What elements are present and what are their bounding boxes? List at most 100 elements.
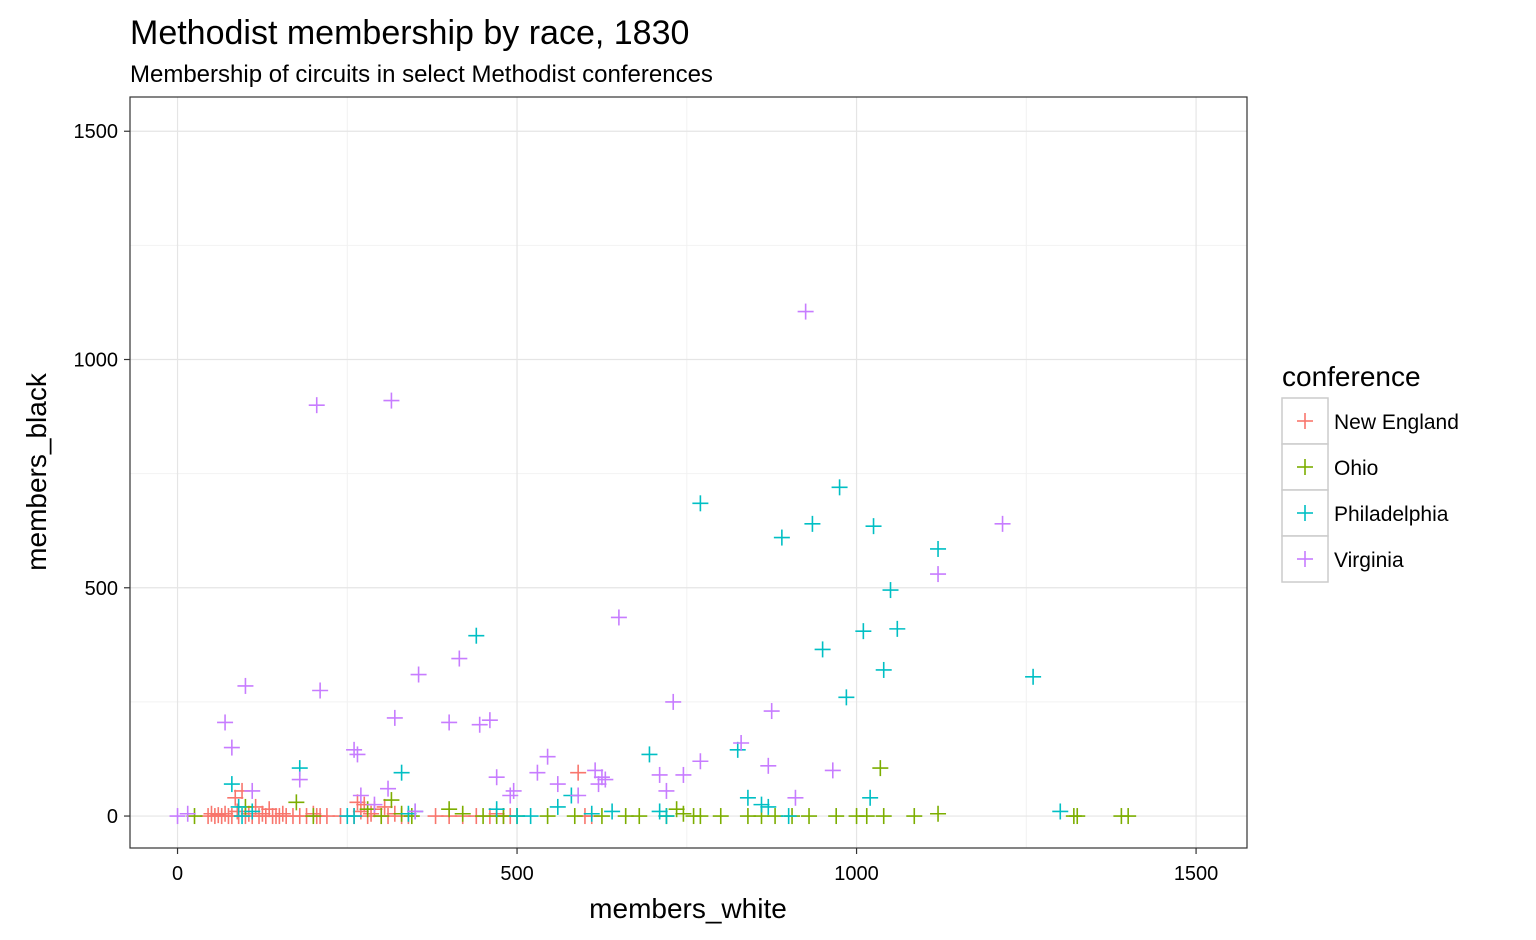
x-tick-label: 500 [500,863,533,885]
legend-item-new-england: New England [1281,397,1459,445]
point-philadelphia [604,803,621,820]
point-ohio [767,808,784,825]
point-virginia [380,780,397,797]
point-virginia [352,787,369,804]
point-new-england [349,794,366,811]
point-new-england [240,805,257,822]
point-virginia [570,787,587,804]
point-virginia [169,808,186,825]
point-virginia [349,746,366,763]
point-virginia [308,397,325,414]
point-virginia [407,803,424,820]
point-philadelphia [760,798,777,815]
point-philadelphia [244,803,261,820]
legend-item-ohio: Ohio [1281,443,1378,491]
x-tick-label: 1000 [834,863,879,885]
panel-background [130,97,1247,848]
point-philadelphia [855,623,872,640]
point-ohio [906,808,923,825]
point-philadelphia [814,641,831,658]
y-tick-label: 1000 [74,350,119,372]
point-virginia [824,762,841,779]
panel-border [129,96,1248,849]
point-virginia [366,796,383,813]
y-axis-ticks: 0 500 1000 1500 [74,121,130,828]
point-ohio [739,808,756,825]
point-new-england [274,805,291,822]
point-virginia [597,771,614,788]
point-ohio [1069,808,1086,825]
point-virginia [223,739,240,756]
legend-label: Virginia [1334,549,1404,572]
point-ohio [1120,808,1137,825]
point-ohio [675,805,692,822]
point-new-england [217,805,234,822]
point-philadelphia [875,661,892,678]
point-new-england [376,798,393,815]
legend-label: New England [1334,411,1459,434]
point-ohio [617,808,634,825]
point-philadelphia [773,529,790,546]
point-virginia [763,703,780,720]
chart-subtitle: Membership of circuits in select Methodi… [130,61,713,88]
point-philadelphia [522,808,539,825]
point-virginia [217,714,234,731]
point-new-england [427,808,444,825]
point-philadelphia [729,741,746,758]
point-ohio [566,808,583,825]
point-ohio [801,808,818,825]
point-ohio [305,808,322,825]
point-philadelphia [400,805,417,822]
point-virginia [797,303,814,320]
y-tick-label: 500 [85,578,118,600]
point-new-england [203,805,220,822]
plot-panel [129,96,1248,849]
x-tick-label: 0 [172,863,183,885]
point-philadelphia [583,805,600,822]
point-virginia [733,734,750,751]
data-points [169,303,1137,825]
point-philadelphia [549,798,566,815]
point-virginia [539,748,556,765]
y-tick-label: 1500 [74,121,119,143]
point-philadelphia [831,479,848,496]
x-axis-ticks: 0 500 1000 1500 [172,848,1218,885]
point-ohio [930,805,947,822]
point-philadelphia [230,798,247,815]
point-philadelphia [692,495,709,512]
point-virginia [651,766,668,783]
point-ohio [593,808,610,825]
legend-label: Philadelphia [1334,503,1449,526]
point-philadelphia [234,808,251,825]
point-ohio [828,808,845,825]
point-virginia [549,776,566,793]
point-ohio [631,808,648,825]
point-ohio [475,808,492,825]
point-philadelphia [509,808,526,825]
point-virginia [312,682,329,699]
point-philadelphia [889,620,906,637]
point-new-england [261,801,278,818]
point-virginia [593,769,610,786]
point-virginia [930,566,947,583]
point-philadelphia [882,582,899,599]
y-tick-label: 0 [107,806,118,828]
point-philadelphia [641,746,658,763]
point-philadelphia [468,627,485,644]
legend-items: New England Ohio Philadelphia Virginia [1281,397,1459,583]
point-virginia [481,712,498,729]
point-virginia [994,515,1011,532]
point-philadelphia [930,540,947,557]
point-new-england [318,808,335,825]
point-philadelphia [346,808,363,825]
point-ohio [495,808,512,825]
point-virginia [529,764,546,781]
point-ohio [692,808,709,825]
point-philadelphia [223,776,240,793]
y-axis-title: members_black [21,372,52,571]
legend-title: conference [1282,361,1421,392]
point-philadelphia [865,518,882,535]
point-ohio [186,808,203,825]
point-virginia [471,716,488,733]
point-ohio [288,794,305,811]
